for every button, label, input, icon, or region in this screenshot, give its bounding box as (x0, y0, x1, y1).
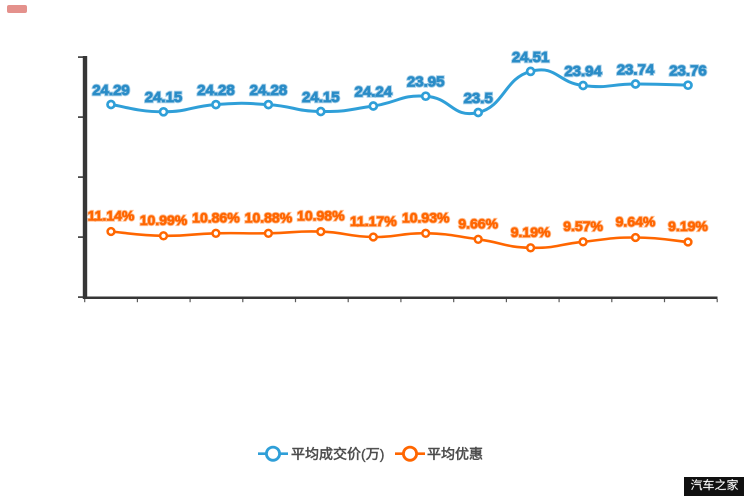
svg-text:11.14%: 11.14% (88, 208, 135, 224)
svg-text:9.66%: 9.66% (458, 215, 498, 231)
svg-text:): ) (380, 446, 385, 462)
svg-text:11.17%: 11.17% (350, 213, 397, 229)
svg-text:10.88%: 10.88% (245, 209, 293, 225)
svg-text:24.15: 24.15 (145, 89, 183, 106)
svg-text:23.94: 23.94 (564, 63, 602, 80)
svg-text:10.99%: 10.99% (140, 212, 188, 228)
svg-text:9.66%: 9.66% (458, 215, 498, 231)
svg-text:11.14%: 11.14% (88, 208, 135, 224)
svg-text:23.76: 23.76 (669, 63, 707, 80)
svg-text:10.98%: 10.98% (297, 208, 345, 224)
svg-text:10.93%: 10.93% (402, 209, 450, 225)
svg-text:23.5: 23.5 (464, 90, 493, 107)
svg-text:24.28: 24.28 (197, 82, 235, 99)
svg-text:9.19%: 9.19% (668, 218, 708, 234)
svg-text:9.19%: 9.19% (668, 218, 708, 234)
svg-text:9.64%: 9.64% (616, 214, 656, 230)
svg-text:24.29: 24.29 (92, 82, 130, 99)
svg-text:24.24: 24.24 (355, 83, 393, 100)
svg-text:24.15: 24.15 (302, 89, 340, 106)
svg-text:23.76: 23.76 (669, 63, 707, 80)
svg-text:10.88%: 10.88% (245, 209, 293, 225)
svg-text:24.28: 24.28 (197, 82, 235, 99)
svg-text:9.19%: 9.19% (511, 224, 551, 240)
svg-text:10.99%: 10.99% (140, 212, 188, 228)
svg-text:11.17%: 11.17% (350, 213, 397, 229)
svg-text:23.95: 23.95 (407, 74, 445, 91)
svg-text:23.5: 23.5 (464, 90, 493, 107)
svg-text:24.28: 24.28 (250, 82, 288, 99)
svg-text:24.51: 24.51 (512, 49, 550, 66)
svg-text:10.98%: 10.98% (297, 208, 345, 224)
svg-text:10.86%: 10.86% (192, 209, 240, 225)
svg-text:24.51: 24.51 (512, 49, 550, 66)
svg-text:10.86%: 10.86% (192, 209, 240, 225)
svg-text:23.74: 23.74 (617, 61, 655, 78)
svg-text:24.28: 24.28 (250, 82, 288, 99)
svg-text:24.24: 24.24 (355, 83, 393, 100)
svg-text:9.64%: 9.64% (616, 214, 656, 230)
svg-text:9.57%: 9.57% (563, 218, 603, 234)
svg-text:23.74: 23.74 (617, 61, 655, 78)
svg-text:23.94: 23.94 (564, 63, 602, 80)
svg-text:23.95: 23.95 (407, 74, 445, 91)
svg-text:9.19%: 9.19% (511, 224, 551, 240)
svg-text:24.15: 24.15 (302, 89, 340, 106)
svg-text:9.57%: 9.57% (563, 218, 603, 234)
svg-text:24.29: 24.29 (92, 82, 130, 99)
svg-text:10.93%: 10.93% (402, 209, 450, 225)
svg-text:24.15: 24.15 (145, 89, 183, 106)
svg-text:(: ( (361, 446, 366, 462)
